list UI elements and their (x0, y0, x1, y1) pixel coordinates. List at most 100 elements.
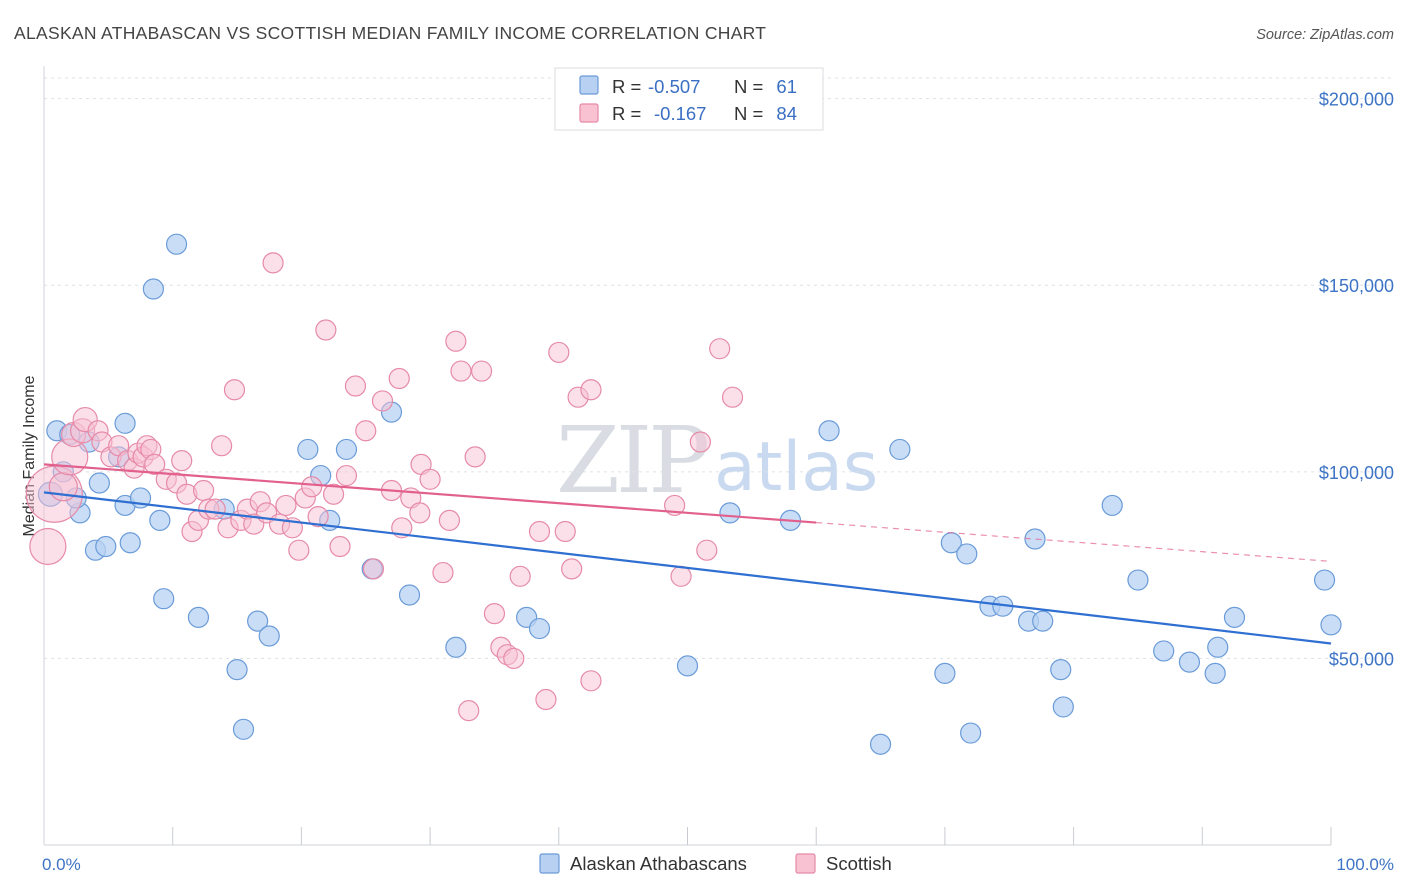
point-alaskan-athabascan (153, 588, 175, 610)
point-alaskan-athabascan (1052, 696, 1074, 718)
point-scottish (355, 420, 377, 442)
point-scottish (721, 386, 744, 408)
point-scottish (554, 520, 576, 543)
point-scottish (335, 464, 358, 487)
bottom-legend-label-scottish: Scottish (826, 853, 892, 874)
point-alaskan-athabascan (889, 438, 911, 461)
point-alaskan-athabascan (247, 610, 269, 632)
point-alaskan-athabascan (1024, 528, 1046, 550)
watermark-zip: ZIP (556, 407, 707, 514)
chart-title: ALASKAN ATHABASCAN VS SCOTTISH MEDIAN FA… (14, 23, 766, 43)
point-alaskan-athabascan (445, 636, 467, 658)
point-scottish (329, 535, 351, 558)
point-scottish (171, 450, 193, 472)
point-scottish (438, 509, 461, 531)
point-alaskan-athabascan (719, 502, 741, 524)
point-scottish (664, 494, 686, 517)
trend-line-solid-1 (43, 463, 817, 524)
point-scottish (445, 330, 467, 352)
point-alaskan-athabascan (398, 584, 421, 606)
point-alaskan-athabascan (818, 420, 840, 442)
y-tick-labels: $50,000 $100,000 $150,000 $200,000 (1319, 90, 1394, 670)
point-alaskan-athabascan (114, 412, 136, 434)
x-tick-label-max: 100.0% (1336, 855, 1394, 874)
point-scottish (450, 360, 472, 382)
point-scottish (204, 498, 226, 520)
point-alaskan-athabascan (1223, 606, 1246, 628)
point-alaskan-athabascan (1127, 569, 1149, 591)
legend-r-label-2: R = (612, 103, 641, 124)
point-scottish (458, 700, 480, 722)
x-ticks (172, 827, 1332, 845)
point-alaskan-athabascan (1101, 494, 1123, 517)
point-scottish (670, 565, 692, 587)
point-alaskan-athabascan (88, 472, 110, 494)
point-alaskan-athabascan (232, 718, 255, 740)
trend-line-dashed-1 (816, 521, 1332, 562)
y-tick-label: $50,000 (1329, 649, 1394, 669)
bottom-legend-label-athabascans: Alaskan Athabascans (570, 853, 747, 874)
y-tick-label: $200,000 (1319, 90, 1394, 110)
y-tick-label: $150,000 (1319, 276, 1394, 296)
point-scottish (288, 539, 310, 561)
point-scottish (696, 539, 718, 561)
point-scottish (503, 647, 525, 670)
point-scottish (470, 360, 493, 382)
point-alaskan-athabascan (676, 655, 699, 677)
legend-r-value-1: -0.507 (648, 76, 700, 97)
legend-n-label-1: N = (734, 76, 763, 97)
point-scottish (409, 502, 431, 524)
watermark: ZIP atlas (556, 407, 878, 514)
point-scottish (301, 476, 323, 498)
point-scottish (580, 379, 602, 401)
point-scottish (362, 558, 385, 580)
point-alaskan-athabascan (1320, 614, 1342, 636)
point-scottish (322, 483, 345, 505)
point-scottish (192, 479, 215, 502)
point-scottish (307, 506, 329, 528)
point-alaskan-athabascan (1153, 640, 1175, 662)
point-alaskan-athabascan (956, 543, 978, 565)
point-alaskan-athabascan (297, 438, 319, 461)
legend-swatch-blue (579, 75, 599, 95)
point-scottish (223, 379, 246, 401)
point-scottish (528, 520, 551, 543)
y-tick-label: $100,000 (1319, 463, 1394, 483)
point-scottish (464, 446, 486, 468)
point-scottish (580, 670, 602, 692)
point-scottish (371, 390, 394, 412)
point-scottish (709, 338, 731, 360)
point-scottish (275, 494, 297, 517)
point-alaskan-athabascan (187, 606, 210, 628)
point-alaskan-athabascan (1313, 569, 1336, 591)
point-scottish (388, 367, 410, 390)
point-scottish (689, 431, 711, 453)
point-scottish (315, 319, 337, 341)
point-scottish (561, 558, 583, 580)
point-scottish (144, 453, 166, 475)
point-scottish (535, 688, 557, 711)
chart-source: Source: ZipAtlas.com (1256, 27, 1394, 43)
point-alaskan-athabascan (1204, 662, 1226, 684)
point-scottish (29, 527, 67, 566)
point-alaskan-athabascan (119, 532, 141, 554)
trend-line-0 (43, 491, 1332, 645)
point-scottish (262, 252, 284, 274)
legend: R = -0.507 N = 61 R = -0.167 N = 84 (554, 67, 824, 131)
point-scottish (509, 565, 531, 587)
point-scottish (483, 603, 506, 625)
bottom-legend-swatch-blue (539, 853, 560, 874)
point-alaskan-athabascan (1207, 636, 1229, 658)
legend-n-value-2: 84 (776, 103, 797, 124)
bottom-legend-swatch-pink (795, 853, 816, 874)
point-alaskan-athabascan (226, 659, 248, 681)
point-alaskan-athabascan (528, 617, 551, 640)
point-alaskan-athabascan (258, 625, 280, 647)
point-alaskan-athabascan (335, 438, 358, 461)
point-alaskan-athabascan (1032, 610, 1054, 632)
legend-n-label-2: N = (734, 103, 763, 124)
x-tick-label-min: 0.0% (42, 855, 81, 874)
point-alaskan-athabascan (869, 733, 892, 755)
legend-r-value-2: -0.167 (654, 103, 706, 124)
